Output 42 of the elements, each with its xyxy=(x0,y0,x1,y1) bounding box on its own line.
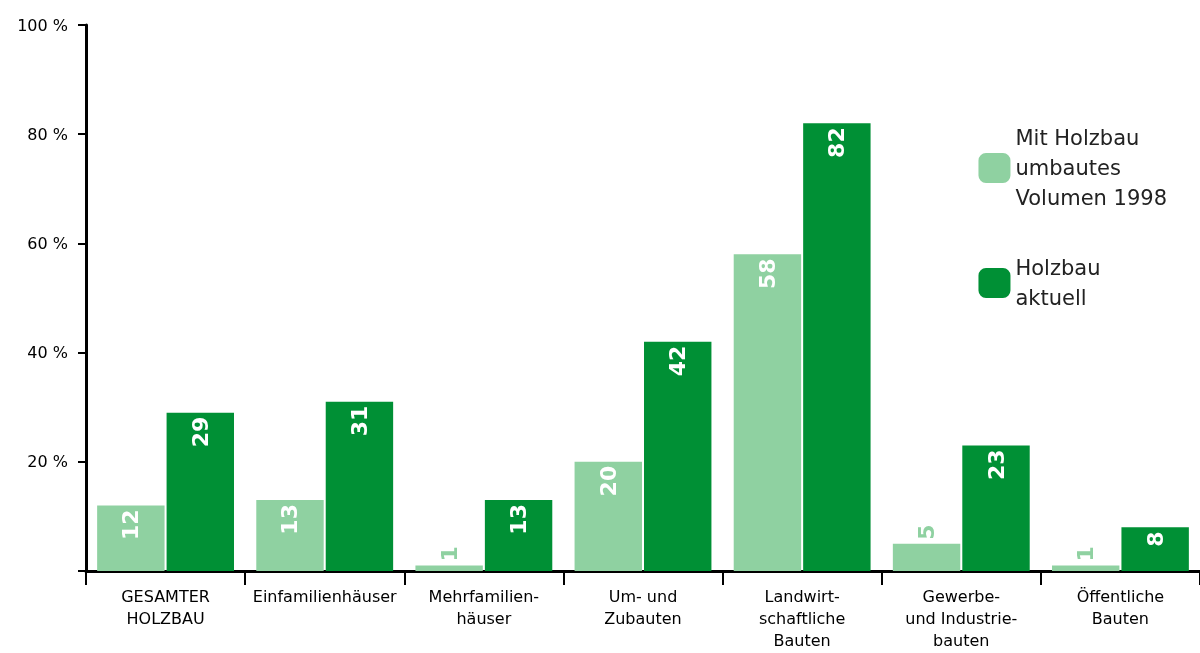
y-tick-label: 20 % xyxy=(27,452,68,472)
data-label: 31 xyxy=(346,405,372,437)
data-label: 1 xyxy=(436,546,462,562)
x-tick-label: Gewerbe- und Industrie- bauten xyxy=(905,586,1018,650)
data-label: 42 xyxy=(665,345,691,377)
data-label: 5 xyxy=(914,524,940,540)
bar xyxy=(97,505,165,571)
data-label: 58 xyxy=(754,258,780,289)
legend-label: Mit Holzbau umbautes Volumen 1998 xyxy=(1015,126,1168,210)
data-label: 13 xyxy=(277,504,303,535)
bar xyxy=(644,341,712,571)
bar xyxy=(962,445,1030,571)
x-tick-label: Landwirt- schaftliche Bauten xyxy=(758,586,846,650)
bar xyxy=(803,123,871,571)
x-tick-label: GESAMTER HOLZBAU xyxy=(121,586,210,628)
y-tick-label: 40 % xyxy=(27,343,68,363)
x-tick-label: Mehrfamilien- häuser xyxy=(428,586,540,628)
bar xyxy=(484,500,553,571)
data-label: 82 xyxy=(824,127,850,158)
y-tick-label: 100 % xyxy=(17,15,68,35)
bar xyxy=(256,500,324,571)
data-label: 20 xyxy=(595,465,621,497)
x-tick-label: Um- und Zubauten xyxy=(604,586,682,628)
bar xyxy=(892,543,961,571)
data-label: 29 xyxy=(187,416,213,448)
data-label: 12 xyxy=(118,509,144,541)
bar xyxy=(166,412,234,571)
bar xyxy=(1121,527,1189,571)
bar xyxy=(574,461,642,571)
legend-label: Holzbau aktuell xyxy=(1015,256,1101,310)
y-tick-label: 60 % xyxy=(27,233,68,253)
data-label: 8 xyxy=(1142,531,1168,547)
bar xyxy=(415,565,483,571)
data-label: 1 xyxy=(1073,546,1099,562)
x-tick-label: Einfamilienhäuser xyxy=(252,586,398,606)
bar xyxy=(325,401,394,571)
data-label: 13 xyxy=(506,504,532,535)
bar xyxy=(1052,565,1120,571)
x-tick-label: Öffentliche Bauten xyxy=(1076,586,1165,628)
bar xyxy=(733,254,802,571)
data-label: 23 xyxy=(983,449,1009,481)
y-tick-label: 80 % xyxy=(27,124,68,144)
